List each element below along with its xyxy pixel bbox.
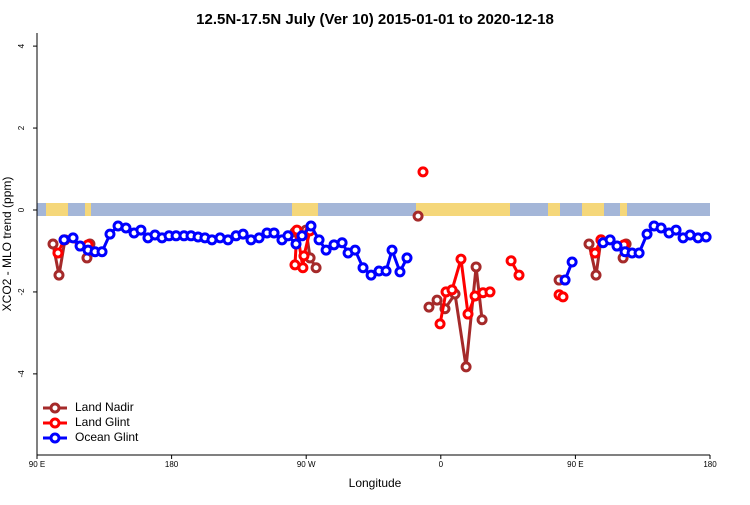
legend-label: Land Nadir [75, 400, 134, 414]
point [670, 224, 682, 236]
point [313, 234, 325, 246]
legend-label: Land Glint [75, 415, 130, 429]
legend-marker [49, 432, 61, 444]
point [310, 262, 322, 274]
point [460, 361, 472, 373]
legend-label: Ocean Glint [75, 430, 139, 444]
point [417, 166, 429, 178]
x-tick-label: 0 [439, 460, 444, 469]
y-tick-label: -2 [17, 288, 26, 296]
point [282, 230, 294, 242]
y-tick-label: 2 [17, 125, 26, 130]
y-tick-label: 0 [17, 207, 26, 212]
point [513, 269, 525, 281]
land-band [620, 203, 627, 216]
legend-marker [49, 417, 61, 429]
point [470, 261, 482, 273]
point [357, 262, 369, 274]
point [566, 256, 578, 268]
point [401, 252, 413, 264]
point [590, 269, 602, 281]
point [67, 232, 79, 244]
point [633, 247, 645, 259]
point [505, 255, 517, 267]
point [604, 234, 616, 246]
point [380, 265, 392, 277]
point [47, 238, 59, 250]
y-tick-label: -4 [17, 370, 26, 378]
chart-title: 12.5N-17.5N July (Ver 10) 2015-01-01 to … [196, 11, 554, 28]
point [423, 301, 435, 313]
point [58, 234, 70, 246]
x-axis-title: Longitude [349, 476, 402, 490]
point [320, 244, 332, 256]
land-band [582, 203, 604, 216]
point [253, 232, 265, 244]
point [462, 308, 474, 320]
land-band [548, 203, 560, 216]
point [336, 237, 348, 249]
point [305, 220, 317, 232]
land-band [85, 203, 91, 216]
point [455, 253, 467, 265]
point [394, 266, 406, 278]
series-line [51, 228, 628, 368]
point [222, 234, 234, 246]
land-ocean-band [37, 203, 710, 216]
land-band [292, 203, 318, 216]
x-tick-label: 180 [703, 460, 717, 469]
legend-marker [49, 402, 61, 414]
point [365, 269, 377, 281]
point [559, 274, 571, 286]
land-band [416, 203, 510, 216]
point [655, 222, 667, 234]
x-tick-label: 90 E [29, 460, 45, 469]
point [412, 210, 424, 222]
y-tick-label: 4 [17, 43, 26, 48]
point [583, 238, 595, 250]
land-band [46, 203, 68, 216]
x-tick-label: 90 W [297, 460, 316, 469]
point [268, 227, 280, 239]
point [700, 231, 712, 243]
point [386, 244, 398, 256]
point [237, 228, 249, 240]
point [290, 238, 302, 250]
point [120, 222, 132, 234]
point [296, 230, 308, 242]
point [476, 314, 488, 326]
point [298, 250, 310, 262]
point [431, 294, 443, 306]
point [135, 224, 147, 236]
ocean-band [37, 203, 710, 216]
point [446, 284, 458, 296]
point [74, 240, 86, 252]
point [96, 246, 108, 258]
point [349, 244, 361, 256]
point [589, 247, 601, 259]
point [611, 240, 623, 252]
point [52, 247, 64, 259]
point [53, 269, 65, 281]
point [641, 228, 653, 240]
point [484, 286, 496, 298]
point [557, 291, 569, 303]
x-tick-label: 90 E [567, 460, 583, 469]
point [434, 318, 446, 330]
x-tick-label: 180 [165, 460, 179, 469]
point [297, 262, 309, 274]
point [104, 228, 116, 240]
y-axis-title: XCO2 - MLO trend (ppm) [0, 177, 14, 312]
